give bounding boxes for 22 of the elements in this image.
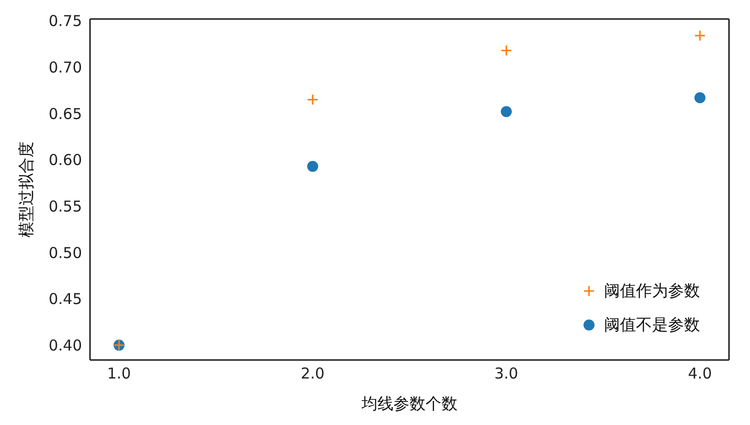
x-axis-title: 均线参数个数 <box>360 394 458 413</box>
x-tick-label: 2.0 <box>300 364 325 383</box>
x-tick-label: 1.0 <box>107 364 131 383</box>
x-tick-label: 4.0 <box>688 364 712 383</box>
point <box>307 160 318 172</box>
point <box>306 94 318 106</box>
x-tick-label: 3.0 <box>494 364 518 383</box>
y-axis-title: 模型过拟合度 <box>16 142 36 238</box>
y-tick-label: 0.75 <box>48 12 82 30</box>
y-tick-label: 0.70 <box>48 58 82 77</box>
point <box>500 106 512 118</box>
point <box>694 92 706 104</box>
legend-label: 阈值不是参数 <box>604 314 700 336</box>
y-tick-label: 0.55 <box>48 198 82 216</box>
legend-label: 阈值作为参数 <box>604 280 700 302</box>
y-tick-label: 0.45 <box>48 290 82 308</box>
point <box>500 44 512 56</box>
y-tick-label: 0.60 <box>48 151 82 170</box>
point <box>694 30 706 42</box>
y-tick-label: 0.40 <box>48 336 82 354</box>
y-tick-label: 0.50 <box>48 244 82 262</box>
y-tick-label: 0.65 <box>48 104 82 123</box>
